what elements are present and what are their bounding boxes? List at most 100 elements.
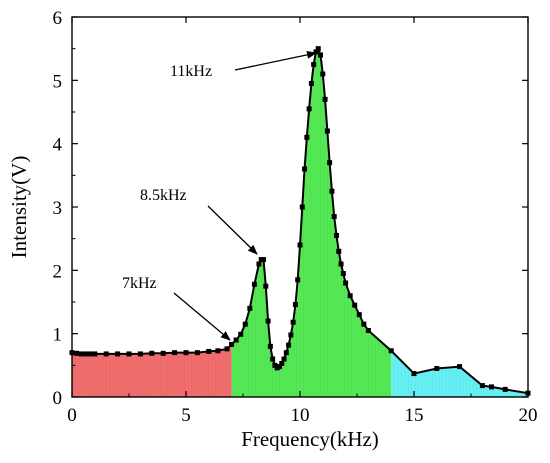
data-point bbox=[242, 321, 248, 327]
data-point bbox=[311, 62, 317, 67]
data-point bbox=[365, 328, 371, 333]
y-axis-title: Intensity(V) bbox=[7, 156, 31, 259]
data-point bbox=[489, 384, 495, 390]
y-tick-label: 6 bbox=[53, 8, 63, 29]
data-point bbox=[356, 312, 362, 318]
data-point bbox=[256, 261, 262, 267]
data-point bbox=[74, 350, 80, 356]
y-tick-label: 4 bbox=[53, 135, 63, 156]
annotations-layer: 11kHz 8.5kHz 7kHz bbox=[122, 50, 317, 341]
annotation-7khz: 7kHz bbox=[122, 275, 157, 292]
data-point bbox=[279, 360, 285, 366]
data-point bbox=[263, 283, 269, 289]
y-tick-label: 0 bbox=[53, 388, 63, 409]
data-point bbox=[292, 302, 298, 308]
data-point bbox=[479, 383, 485, 389]
annotation-7khz-arrow bbox=[173, 292, 231, 341]
data-point bbox=[247, 305, 253, 311]
data-point bbox=[126, 351, 132, 357]
data-point bbox=[388, 348, 394, 354]
data-point bbox=[137, 351, 143, 357]
data-point bbox=[288, 332, 294, 338]
data-point bbox=[318, 52, 324, 58]
data-point bbox=[229, 341, 235, 347]
data-point bbox=[327, 160, 333, 166]
data-point bbox=[233, 337, 239, 343]
y-tick-label: 3 bbox=[53, 198, 63, 219]
data-point bbox=[324, 128, 330, 134]
data-point bbox=[206, 348, 212, 354]
data-point bbox=[87, 351, 93, 357]
x-tick-label: 10 bbox=[291, 405, 310, 426]
data-point bbox=[306, 106, 312, 112]
data-point bbox=[251, 281, 257, 287]
annotation-11khz-arrow bbox=[234, 50, 317, 71]
data-point bbox=[304, 134, 310, 140]
data-point bbox=[160, 350, 166, 356]
data-point bbox=[194, 350, 200, 356]
data-point bbox=[149, 350, 155, 356]
data-point bbox=[103, 351, 109, 357]
x-tick-label: 15 bbox=[405, 405, 424, 426]
data-point bbox=[290, 319, 296, 325]
data-point bbox=[183, 350, 189, 356]
data-point bbox=[281, 356, 287, 362]
data-point bbox=[272, 362, 278, 368]
data-point bbox=[338, 261, 344, 267]
data-point bbox=[340, 271, 346, 276]
data-point bbox=[286, 342, 292, 348]
data-point bbox=[172, 350, 178, 356]
data-point bbox=[78, 351, 84, 357]
fill-region-3 bbox=[391, 350, 528, 397]
data-point bbox=[283, 350, 289, 356]
data-point bbox=[361, 321, 367, 327]
data-point bbox=[83, 351, 89, 357]
x-axis-title: Frequency(kHz) bbox=[241, 427, 379, 451]
fill-region-2 bbox=[231, 48, 392, 397]
x-tick-label: 0 bbox=[67, 405, 77, 426]
fill-regions bbox=[72, 48, 528, 397]
y-tick-label: 1 bbox=[53, 325, 63, 346]
data-point bbox=[320, 71, 326, 77]
data-point bbox=[261, 257, 267, 263]
data-point bbox=[215, 348, 221, 354]
data-point bbox=[238, 331, 244, 337]
data-point bbox=[411, 371, 417, 377]
data-point bbox=[115, 351, 121, 357]
series-line bbox=[71, 46, 529, 395]
annotation-11khz: 11kHz bbox=[170, 63, 212, 80]
data-point bbox=[92, 351, 98, 357]
data-point bbox=[333, 233, 339, 238]
data-point bbox=[343, 280, 349, 286]
data-point bbox=[457, 364, 463, 370]
x-tick-label: 20 bbox=[519, 405, 538, 426]
series-layer bbox=[71, 46, 529, 395]
data-point bbox=[297, 242, 303, 248]
x-tick-label: 5 bbox=[181, 405, 191, 426]
data-point bbox=[224, 346, 230, 352]
annotation-8-5khz: 8.5kHz bbox=[140, 187, 187, 204]
y-tick-label: 2 bbox=[53, 261, 63, 282]
data-point bbox=[347, 293, 353, 299]
data-point bbox=[308, 81, 314, 86]
markers-layer bbox=[69, 46, 531, 396]
data-point bbox=[322, 96, 328, 102]
data-point bbox=[329, 188, 335, 194]
data-point bbox=[267, 343, 273, 349]
data-point bbox=[299, 204, 305, 210]
y-tick-label: 5 bbox=[53, 71, 63, 92]
data-point bbox=[331, 214, 337, 219]
data-point bbox=[336, 248, 342, 254]
data-point bbox=[434, 366, 440, 371]
data-point bbox=[295, 277, 301, 283]
data-point bbox=[315, 46, 321, 52]
data-point bbox=[502, 386, 508, 392]
data-point bbox=[276, 364, 282, 370]
data-point bbox=[265, 318, 271, 324]
fill-region-1 bbox=[72, 344, 232, 397]
ticks-layer: 0 5 10 15 20 0 1 2 3 4 5 6 bbox=[53, 8, 538, 426]
annotation-8-5khz-arrow bbox=[207, 205, 258, 255]
data-point bbox=[352, 302, 358, 308]
data-point bbox=[270, 356, 276, 362]
